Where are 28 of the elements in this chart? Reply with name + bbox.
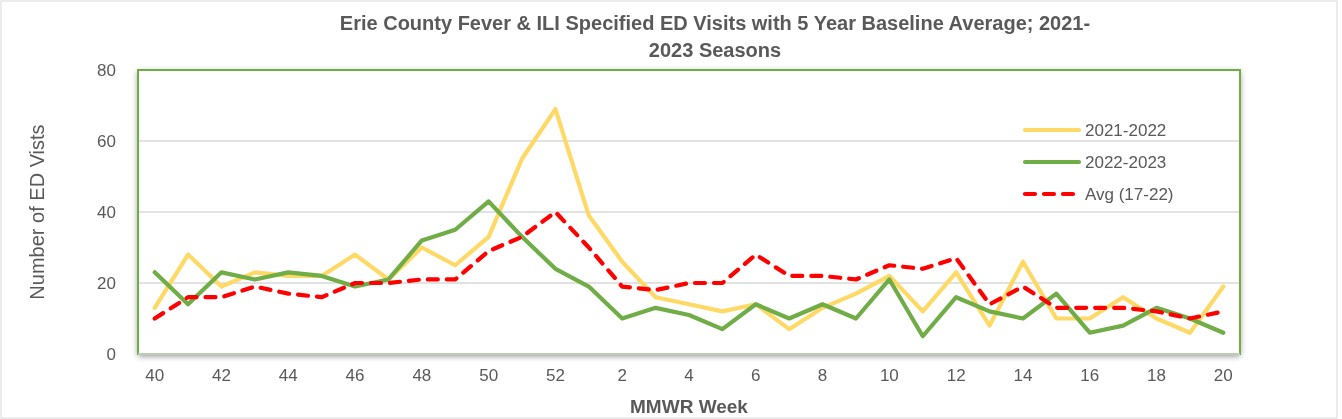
x-tick-label: 2 — [617, 366, 627, 385]
x-tick-label: 8 — [817, 366, 828, 385]
x-tick-label: 50 — [479, 366, 499, 385]
x-tick-label: 6 — [751, 366, 761, 385]
x-tick-label: 52 — [545, 366, 565, 385]
x-tick-label: 16 — [1080, 366, 1100, 385]
x-tick-label: 18 — [1147, 366, 1166, 385]
x-tick-label: 12 — [946, 366, 966, 385]
chart-title: Erie County Fever & ILI Specified ED Visits with 5 Year Baseline Average; 2021-2023 Seasons — [339, 12, 1091, 61]
y-tick-label: 80 — [97, 60, 116, 80]
x-tick-label: 4 — [684, 366, 694, 385]
legend-label: 2021-2022 — [1085, 120, 1167, 140]
x-tick-label: 14 — [1013, 366, 1033, 385]
x-tick-label: 10 — [879, 366, 899, 385]
x-tick-label: 40 — [145, 366, 165, 385]
x-axis-title: MMWR Week — [630, 396, 749, 417]
x-tick-label: 48 — [412, 366, 432, 385]
y-tick-label: 60 — [97, 131, 116, 151]
legend-label: Avg (17-22) — [1085, 184, 1174, 204]
legend-label: 2022-2023 — [1085, 152, 1167, 172]
x-tick-label: 20 — [1213, 366, 1233, 385]
y-tick-label: 0 — [106, 344, 116, 364]
x-tick-label: 44 — [278, 366, 298, 385]
y-tick-label: 20 — [97, 273, 116, 293]
x-tick-label: 46 — [345, 366, 365, 385]
x-tick-label: 42 — [212, 366, 231, 385]
y-axis-title: Number of ED Vists — [26, 124, 48, 300]
y-tick-label: 40 — [97, 202, 116, 222]
